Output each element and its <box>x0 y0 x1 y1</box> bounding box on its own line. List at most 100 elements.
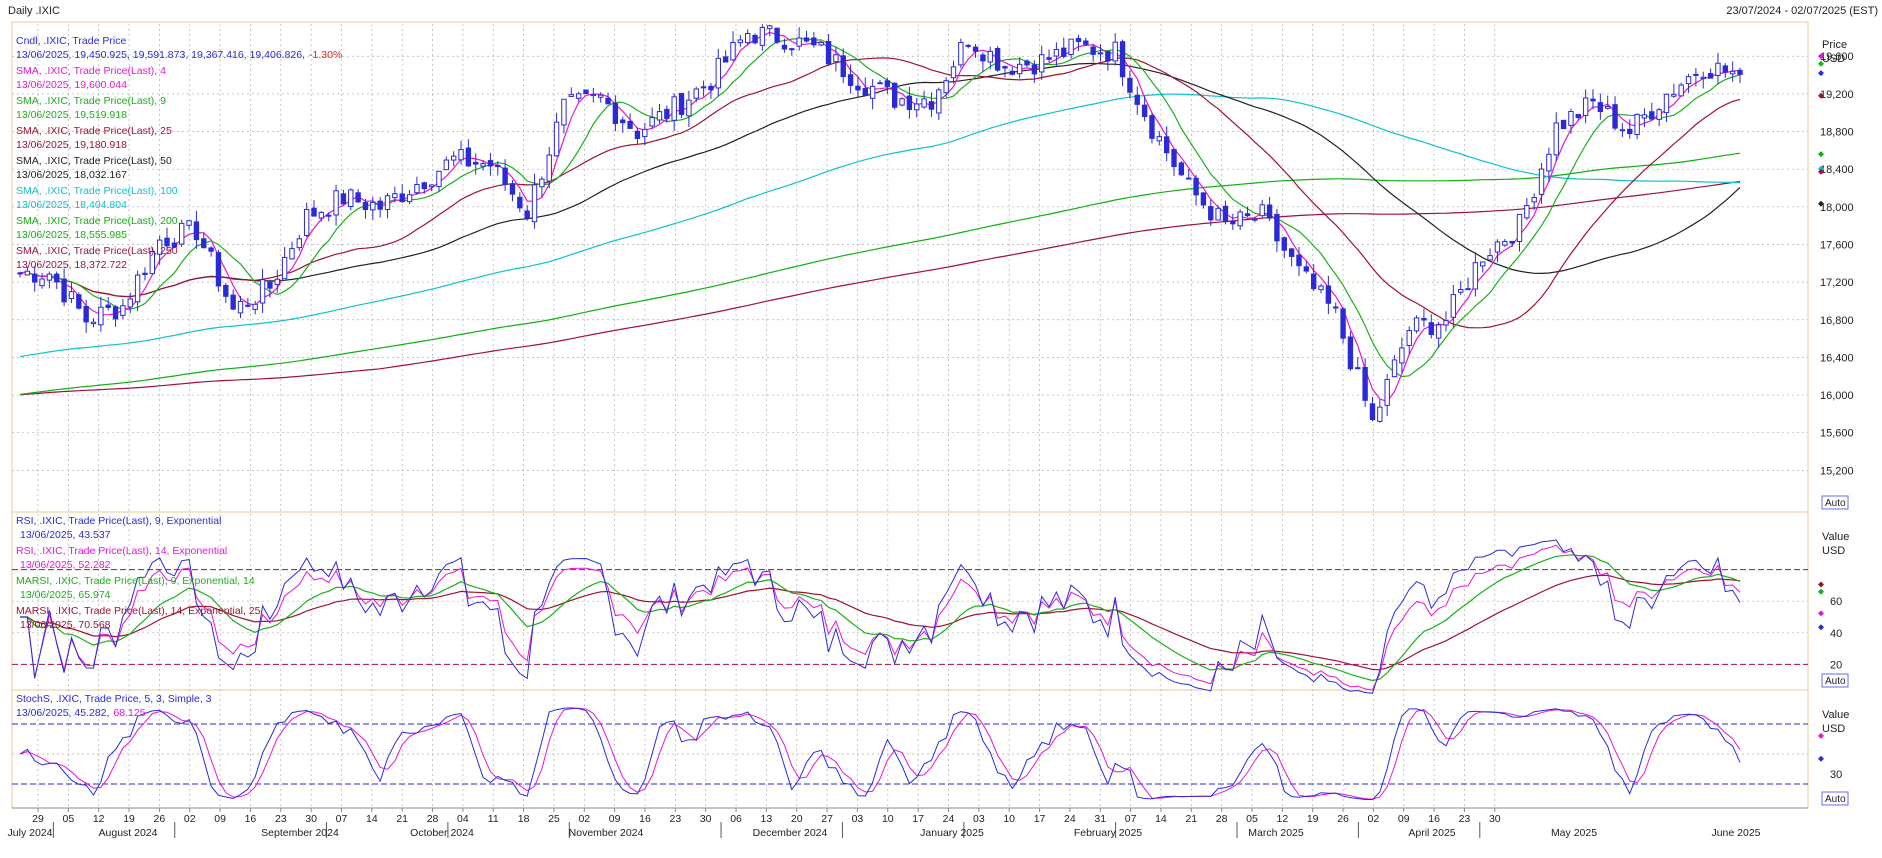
day-label: 07 <box>336 813 348 825</box>
candle-body <box>950 66 957 79</box>
candle-body <box>1281 237 1287 251</box>
day-label: 02 <box>578 813 590 825</box>
candle-body <box>612 102 619 124</box>
candle-body <box>634 130 641 139</box>
rsi-tick-label: 60 <box>1830 596 1842 608</box>
last-value-marker <box>1818 168 1824 175</box>
candle-body <box>1230 220 1236 225</box>
price-legend-value: 13/06/2025, 18,555.985 <box>16 229 127 241</box>
indicator-lines <box>19 31 1741 800</box>
candle-body <box>46 273 53 281</box>
candle-body <box>1112 41 1118 62</box>
rsi-legend-value: 13/06/2025, 43.537 <box>20 529 111 541</box>
last-value-marker <box>1818 200 1824 207</box>
rsi-legend-label: MARSI, .IXIC, Trade Price(Last), 14, Exp… <box>16 605 261 617</box>
rsi-legend-label: MARSI, .IXIC, Trade Price(Last), 9, Expo… <box>16 575 255 587</box>
month-label: November 2024 <box>569 827 644 839</box>
price-panel-frame <box>11 21 1809 513</box>
candle-body <box>399 193 405 203</box>
candle-body <box>517 196 523 209</box>
candle-body <box>1318 285 1324 291</box>
candle-body <box>1685 76 1692 85</box>
sma-200-line <box>19 152 1741 395</box>
candle-body <box>928 101 935 110</box>
candle-body <box>1362 366 1368 401</box>
day-label: 12 <box>1277 813 1289 825</box>
candle-body <box>1325 285 1332 304</box>
candle-body <box>1186 177 1192 180</box>
candle-body <box>17 272 23 275</box>
candle-body <box>1494 241 1501 253</box>
candle-body <box>289 248 295 260</box>
candle-body <box>1237 211 1243 227</box>
candle-body <box>1369 403 1376 421</box>
candle-body <box>1303 266 1310 272</box>
candle-body <box>392 193 398 199</box>
price-legend-value: 13/06/2025, 18,404.804 <box>16 199 127 211</box>
candle-body <box>186 220 192 226</box>
rsi-auto-label: Auto <box>1825 676 1846 687</box>
candle-body <box>877 82 883 85</box>
candle-body <box>737 39 744 44</box>
candle-body <box>693 88 699 99</box>
candle-body <box>1413 317 1420 332</box>
month-label: March 2025 <box>1248 827 1304 839</box>
candle-body <box>553 121 560 157</box>
candle-body <box>642 128 648 138</box>
candle-body <box>1355 367 1361 370</box>
stoch-auto-button <box>1821 791 1849 806</box>
candle-body <box>179 222 185 245</box>
candle-body <box>458 149 464 161</box>
candle-body <box>1259 204 1265 217</box>
day-label: 21 <box>396 813 408 825</box>
candle-body <box>862 87 868 96</box>
candle-body <box>869 85 876 99</box>
last-value-marker <box>1818 70 1824 77</box>
candle-body <box>1016 63 1023 75</box>
rsi-last-marker <box>1818 581 1824 588</box>
candle-body <box>1171 149 1177 168</box>
price-tick-label: 18,000 <box>1820 202 1854 214</box>
candle-body <box>752 34 758 44</box>
candle-body <box>1208 206 1214 221</box>
month-label: February 2025 <box>1074 827 1142 839</box>
rsi-last-marker <box>1818 588 1824 595</box>
last-value-marker <box>1818 165 1824 172</box>
candle-body <box>54 273 60 283</box>
candle-body <box>1656 109 1662 120</box>
candle-body <box>1083 40 1089 45</box>
candle-body <box>120 305 126 316</box>
candle-body <box>406 194 413 203</box>
stoch-panel-frame <box>11 689 1809 809</box>
candle-body <box>1663 93 1670 114</box>
candle-body <box>656 111 663 121</box>
candle-body <box>1068 38 1074 56</box>
last-value-marker <box>1818 151 1824 158</box>
candle-body <box>730 41 736 61</box>
day-label: 28 <box>1216 813 1228 825</box>
day-label: 18 <box>518 813 530 825</box>
candle-body <box>561 98 567 126</box>
candle-body <box>509 183 516 195</box>
candle-body <box>1384 379 1390 406</box>
candle-body <box>1546 153 1552 172</box>
candle-body <box>230 294 236 310</box>
price-tick-label: 19,200 <box>1820 89 1854 101</box>
candle-body <box>1531 196 1537 203</box>
candle-body <box>1553 122 1559 156</box>
candle-body <box>1244 213 1251 217</box>
candle-body <box>1061 47 1067 57</box>
rsi-last-marker <box>1818 610 1824 617</box>
marsi-14-line <box>20 574 1741 671</box>
rsi-9-line <box>20 539 1741 694</box>
day-label: 02 <box>184 813 196 825</box>
day-label: 10 <box>882 813 894 825</box>
day-label: 26 <box>154 813 166 825</box>
day-label: 30 <box>1489 813 1501 825</box>
candle-body <box>855 85 861 91</box>
day-label: 02 <box>1368 813 1380 825</box>
candle-body <box>1693 73 1699 76</box>
month-label: October 2024 <box>410 827 474 839</box>
day-label: 28 <box>427 813 439 825</box>
